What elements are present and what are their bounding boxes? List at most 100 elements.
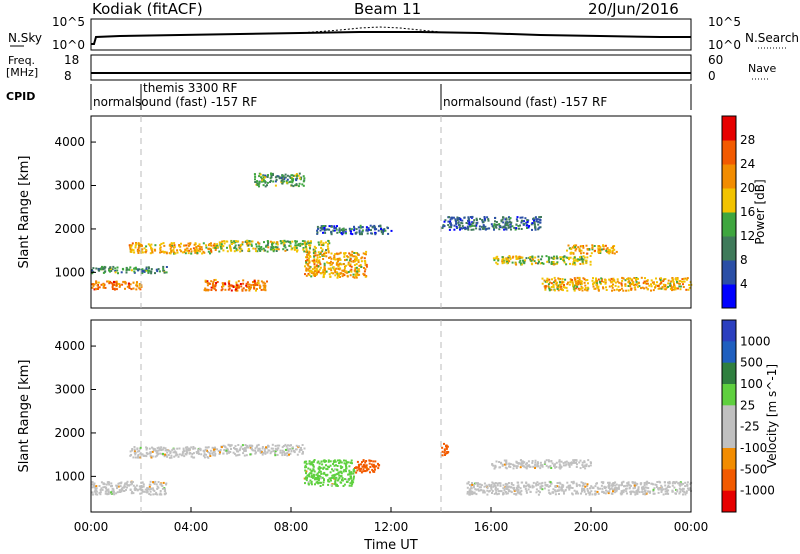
heatmap-cell xyxy=(318,243,321,246)
heatmap-cell xyxy=(506,492,509,495)
heatmap-cell xyxy=(248,285,251,288)
heatmap-cell xyxy=(667,481,669,484)
heatmap-cell xyxy=(159,246,162,249)
heatmap-cell xyxy=(365,250,368,253)
heatmap-cell xyxy=(226,250,229,253)
heatmap-cell xyxy=(496,493,499,496)
heatmap-cell xyxy=(648,284,651,287)
heatmap-cell xyxy=(505,228,508,231)
heatmap-cell xyxy=(548,491,551,494)
heatmap-cell xyxy=(355,276,358,279)
heatmap-cell xyxy=(180,454,183,457)
heatmap-cell xyxy=(532,485,535,488)
heatmap-cell xyxy=(471,482,473,484)
heatmap-cell xyxy=(320,244,323,246)
heatmap-cell xyxy=(466,225,469,228)
heatmap-cell xyxy=(117,485,120,488)
heatmap-cell xyxy=(126,285,129,288)
heatmap-cell xyxy=(303,447,306,450)
heatmap-cell xyxy=(612,488,615,491)
heatmap-cell xyxy=(502,492,505,495)
heatmap-cell xyxy=(266,244,269,246)
heatmap-cell xyxy=(281,446,284,449)
heatmap-cell xyxy=(110,491,113,494)
heatmap-cell xyxy=(283,177,286,180)
heatmap-cell xyxy=(237,280,240,283)
heatmap-cell xyxy=(134,489,137,492)
heatmap-cell xyxy=(270,173,273,176)
heatmap-cell xyxy=(318,469,321,472)
heatmap-cell xyxy=(586,286,589,289)
heatmap-cell xyxy=(550,286,553,288)
heatmap-cell xyxy=(338,263,341,266)
heatmap-cell xyxy=(555,284,558,287)
heatmap-cell xyxy=(301,243,304,245)
heatmap-cell xyxy=(611,289,613,292)
heatmap-cell xyxy=(556,482,559,484)
heatmap-cell xyxy=(554,463,557,466)
heatmap-cell xyxy=(676,490,679,493)
heatmap-cell xyxy=(633,277,636,279)
heatmap-cell xyxy=(359,224,362,227)
heatmap-cell xyxy=(136,281,138,284)
heatmap-cell xyxy=(581,461,584,464)
heatmap-cell xyxy=(269,179,272,182)
heatmap-cell xyxy=(304,464,307,467)
heatmap-cell xyxy=(343,269,346,272)
heatmap-cell xyxy=(159,490,162,492)
heatmap-cell xyxy=(239,447,242,450)
heatmap-cell xyxy=(475,482,478,485)
heatmap-cell xyxy=(259,451,262,454)
heatmap-cell xyxy=(309,244,312,247)
heatmap-cell xyxy=(375,465,378,468)
heatmap-cell xyxy=(230,448,232,450)
heatmap-cell xyxy=(567,281,569,284)
heatmap-cell xyxy=(633,491,636,494)
heatmap-cell xyxy=(281,241,284,244)
heatmap-cell xyxy=(331,468,333,471)
heatmap-cell xyxy=(198,243,201,246)
heatmap-cell xyxy=(303,250,306,253)
heatmap-cell xyxy=(233,452,236,455)
heatmap-cell xyxy=(345,467,348,470)
heatmap-cell xyxy=(319,241,322,244)
heatmap-cell xyxy=(549,481,552,484)
heatmap-cell xyxy=(555,283,558,285)
heatmap-cell xyxy=(590,490,593,493)
heatmap-cell xyxy=(241,288,244,291)
heatmap-cell xyxy=(577,246,580,249)
heatmap-cell xyxy=(357,253,360,256)
heatmap-cell xyxy=(559,466,562,469)
heatmap-cell xyxy=(636,492,639,495)
heatmap-cell xyxy=(532,258,535,261)
heatmap-cell xyxy=(625,487,627,490)
heatmap-cell xyxy=(500,490,503,493)
heatmap-cell xyxy=(611,280,613,283)
heatmap-cell xyxy=(602,244,605,247)
heatmap-cell xyxy=(351,462,353,465)
heatmap-cell xyxy=(270,176,273,179)
heatmap-cell xyxy=(491,463,494,466)
heatmap-cell xyxy=(537,227,540,230)
heatmap-cell xyxy=(559,482,562,485)
heatmap-cell xyxy=(443,451,446,454)
heatmap-cell xyxy=(285,240,288,243)
heatmap-cell xyxy=(668,480,671,483)
heatmap-cell xyxy=(272,250,275,253)
heatmap-cell xyxy=(515,487,518,489)
heatmap-cell xyxy=(186,451,188,454)
heatmap-cell xyxy=(130,492,133,495)
heatmap-cell xyxy=(365,263,368,266)
heatmap-cell xyxy=(496,223,499,226)
heatmap-cell xyxy=(272,174,274,176)
heatmap-cell xyxy=(467,481,470,484)
heatmap-cell xyxy=(479,217,482,220)
heatmap-cell xyxy=(353,264,356,267)
heatmap-cell xyxy=(479,486,482,489)
heatmap-cell xyxy=(163,490,166,493)
heatmap-cell xyxy=(546,260,549,263)
heatmap-cell xyxy=(536,465,539,468)
heatmap-cell xyxy=(147,243,150,246)
